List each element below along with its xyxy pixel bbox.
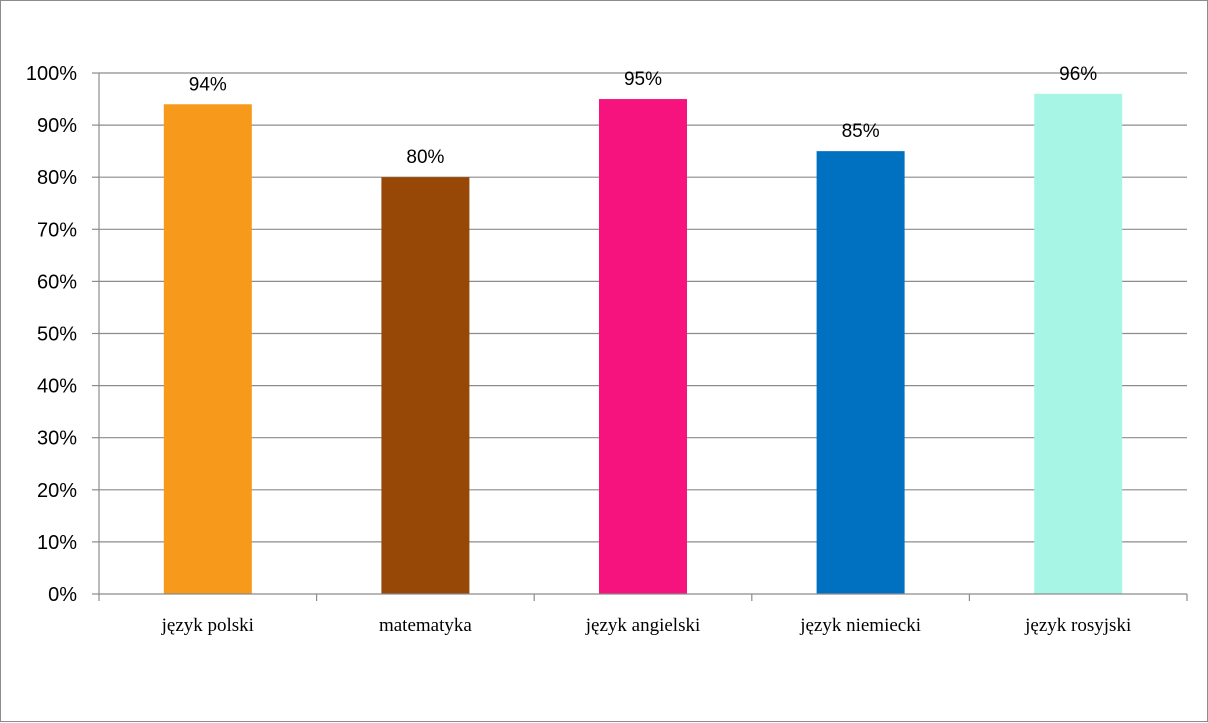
- data-labels: 94% 80% 95% 85% 96%: [189, 64, 1098, 168]
- y-tick-label: 70%: [37, 219, 77, 241]
- bar: [163, 104, 252, 594]
- data-label: 94%: [189, 74, 227, 95]
- x-tick-label: język rosyjski: [1024, 615, 1131, 636]
- data-label: 80%: [406, 147, 444, 168]
- y-tick-label: 60%: [37, 271, 77, 293]
- bar: [381, 177, 470, 594]
- x-tick-label: język polski: [161, 615, 254, 636]
- bar: [599, 99, 687, 595]
- data-label: 85%: [842, 121, 880, 142]
- y-tick-label: 80%: [37, 167, 77, 189]
- x-tick-label: język niemiecki: [799, 615, 921, 636]
- y-tick-label: 0%: [48, 584, 77, 606]
- bar: [1034, 93, 1123, 594]
- data-label: 96%: [1059, 64, 1097, 85]
- x-tick-labels: język polski matematyka język angielski jęz…: [161, 615, 1132, 636]
- y-tick-label: 10%: [37, 532, 77, 554]
- y-tick-label: 30%: [37, 428, 77, 450]
- y-tick-label: 50%: [37, 324, 77, 346]
- bar: [816, 151, 905, 594]
- x-tick-label: matematyka: [379, 615, 472, 636]
- axes: [92, 72, 1188, 601]
- y-tick-label: 20%: [37, 480, 77, 502]
- x-tick-label: język angielski: [585, 615, 701, 636]
- data-label: 95%: [624, 69, 662, 90]
- y-tick-label: 100%: [26, 63, 77, 85]
- bars: [163, 93, 1123, 595]
- y-tick-labels: 0% 10% 20% 30% 40% 50% 60% 70% 80% 90% 100%: [26, 63, 77, 606]
- y-tick-label: 40%: [37, 376, 77, 398]
- y-tick-label: 90%: [37, 115, 77, 137]
